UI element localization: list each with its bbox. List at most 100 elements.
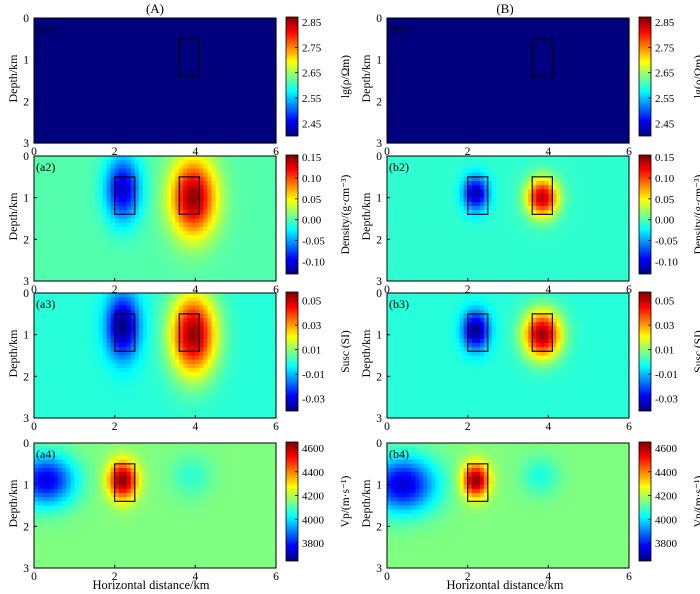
heatmap-cell	[616, 34, 622, 40]
heatmap-cell	[34, 193, 39, 199]
heatmap-cell	[199, 63, 204, 69]
heatmap-cell	[624, 34, 630, 40]
heatmap-cell	[247, 168, 253, 174]
heatmap-cell	[247, 72, 253, 77]
heatmap-cell	[167, 88, 172, 94]
heatmap-cell	[239, 18, 245, 23]
heatmap-cell	[114, 243, 120, 249]
heatmap-cell	[227, 235, 233, 240]
heatmap-cell	[38, 201, 43, 207]
heatmap-cell	[459, 68, 465, 73]
heatmap-cell	[620, 97, 626, 102]
heatmap-cell	[126, 43, 132, 48]
heatmap-cell	[271, 231, 277, 236]
heatmap-cell	[215, 181, 221, 186]
heatmap-cell	[191, 72, 196, 77]
heatmap-cell	[70, 181, 75, 186]
heatmap-cell	[415, 101, 420, 107]
heatmap-cell	[207, 210, 213, 215]
heatmap-cell	[183, 243, 188, 249]
heatmap-cell	[122, 59, 128, 65]
heatmap-cell	[150, 243, 156, 249]
heatmap-cell	[211, 206, 217, 211]
heatmap-cell	[199, 97, 204, 102]
heatmap-cell	[106, 97, 112, 102]
heatmap-cell	[167, 197, 172, 203]
heatmap-cell	[524, 93, 529, 98]
heatmap-cell	[46, 101, 51, 107]
heatmap-cell	[620, 51, 626, 57]
heatmap-cell	[50, 72, 55, 77]
heatmap-cell	[387, 113, 392, 119]
heatmap-cell	[407, 72, 412, 77]
heatmap-cell	[564, 118, 570, 123]
heatmap-cell	[138, 80, 144, 86]
heatmap-cell	[608, 138, 614, 144]
heatmap-cell	[263, 118, 269, 123]
heatmap-cell	[600, 30, 606, 36]
heatmap-cell	[435, 68, 441, 73]
heatmap-cell	[572, 118, 578, 123]
heatmap-cell	[138, 206, 144, 211]
heatmap-cell	[150, 22, 156, 27]
heatmap-cell	[227, 206, 233, 211]
heatmap-cell	[138, 185, 144, 190]
heatmap-cell	[150, 38, 156, 44]
heatmap-cell	[560, 84, 566, 90]
heatmap-cell	[443, 93, 449, 98]
heatmap-cell	[86, 134, 92, 140]
heatmap-cell	[146, 239, 152, 245]
heatmap-cell	[86, 109, 92, 115]
heatmap-cell	[596, 76, 602, 82]
heatmap-cell	[387, 22, 392, 27]
heatmap-cell	[576, 113, 582, 119]
heatmap-cell	[536, 34, 541, 40]
heatmap-cell	[528, 105, 533, 111]
heatmap-cell	[243, 88, 249, 94]
heatmap-cell	[600, 93, 606, 98]
heatmap-cell	[126, 34, 132, 40]
heatmap-cell	[159, 26, 164, 32]
heatmap-cell	[604, 34, 610, 40]
heatmap-cell	[395, 26, 400, 32]
heatmap-cell	[207, 26, 213, 32]
heatmap-cell	[403, 126, 408, 132]
heatmap-cell	[483, 22, 489, 27]
heatmap-cell	[98, 164, 104, 170]
heatmap-cell	[94, 130, 100, 136]
heatmap-cell	[199, 76, 204, 82]
heatmap-cell	[243, 68, 249, 73]
heatmap-cell	[251, 34, 257, 40]
heatmap-cell	[604, 84, 610, 90]
heatmap-cell	[187, 226, 192, 232]
heatmap-cell	[142, 164, 148, 170]
heatmap-cell	[138, 222, 144, 228]
heatmap-cell	[443, 113, 449, 119]
heatmap-cell	[98, 63, 104, 69]
heatmap-cell	[191, 26, 196, 32]
heatmap-cell	[483, 51, 489, 57]
heatmap-cell	[102, 156, 108, 161]
heatmap-cell	[50, 164, 55, 170]
heatmap-cell	[564, 138, 570, 144]
heatmap-cell	[536, 84, 541, 90]
heatmap-cell	[195, 80, 200, 86]
heatmap-cell	[459, 30, 465, 36]
heatmap-cell	[70, 113, 75, 119]
heatmap-cell	[34, 181, 39, 186]
heatmap-cell	[118, 34, 124, 40]
heatmap-cell	[544, 80, 549, 86]
heatmap-cell	[223, 34, 229, 40]
heatmap-cell	[263, 109, 269, 115]
heatmap-cell	[419, 18, 424, 23]
heatmap-cell	[98, 235, 104, 240]
heatmap-cell	[608, 93, 614, 98]
heatmap-cell	[616, 105, 622, 111]
heatmap-cell	[259, 218, 265, 224]
heatmap-cell	[183, 214, 188, 220]
heatmap-cell	[175, 72, 180, 77]
heatmap-cell	[90, 118, 96, 123]
heatmap-cell	[118, 113, 124, 119]
heatmap-cell	[118, 88, 124, 94]
heatmap-cell	[142, 59, 148, 65]
